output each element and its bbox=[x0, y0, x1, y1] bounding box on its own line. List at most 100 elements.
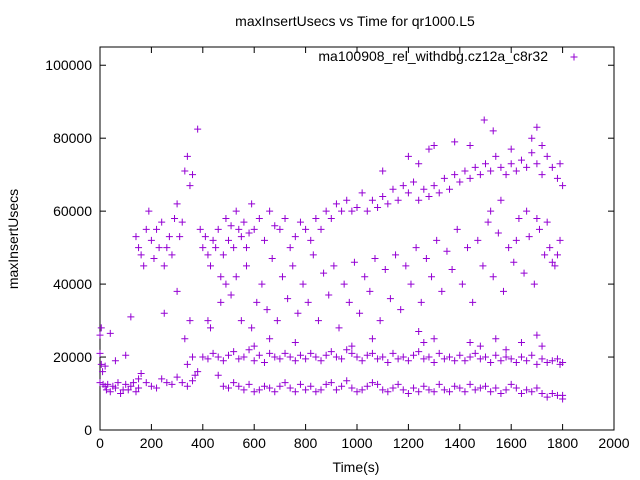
data-point bbox=[186, 317, 194, 325]
data-point bbox=[399, 182, 407, 190]
x-axis-label: Time(s) bbox=[333, 459, 380, 475]
data-point bbox=[140, 262, 148, 270]
data-point bbox=[461, 167, 469, 175]
data-point bbox=[428, 273, 436, 281]
data-point bbox=[183, 382, 191, 390]
data-point bbox=[173, 373, 181, 381]
data-point bbox=[232, 273, 240, 281]
data-point bbox=[410, 351, 418, 359]
data-points bbox=[96, 116, 567, 403]
data-point bbox=[363, 207, 371, 215]
data-point bbox=[389, 349, 397, 357]
data-point bbox=[237, 317, 245, 325]
data-point bbox=[150, 255, 158, 263]
data-point bbox=[353, 388, 361, 396]
data-point bbox=[286, 384, 294, 392]
data-point bbox=[106, 388, 114, 396]
data-point bbox=[538, 355, 546, 363]
data-point bbox=[101, 362, 109, 370]
data-point bbox=[137, 251, 145, 259]
data-point bbox=[248, 324, 256, 332]
data-point bbox=[466, 353, 474, 361]
data-point bbox=[533, 384, 541, 392]
data-point bbox=[296, 218, 304, 226]
data-point bbox=[129, 379, 137, 387]
data-point bbox=[556, 360, 564, 368]
data-point bbox=[332, 353, 340, 361]
data-point bbox=[245, 380, 253, 388]
data-point bbox=[240, 386, 248, 394]
data-point bbox=[551, 262, 559, 270]
data-point bbox=[217, 298, 225, 306]
data-point bbox=[559, 391, 567, 399]
data-point bbox=[358, 189, 366, 197]
data-point bbox=[425, 193, 433, 201]
data-point bbox=[528, 388, 536, 396]
data-point bbox=[546, 244, 554, 252]
data-point bbox=[476, 342, 484, 350]
data-point bbox=[340, 280, 348, 288]
data-point bbox=[528, 149, 536, 157]
data-point bbox=[117, 390, 125, 398]
data-point bbox=[132, 233, 140, 241]
data-point bbox=[153, 384, 161, 392]
data-point bbox=[363, 382, 371, 390]
data-point bbox=[181, 167, 189, 175]
data-point bbox=[230, 348, 238, 356]
data-point bbox=[122, 380, 130, 388]
data-point bbox=[222, 280, 230, 288]
data-point bbox=[348, 342, 356, 350]
data-point bbox=[353, 203, 361, 211]
data-point bbox=[420, 382, 428, 390]
data-point bbox=[556, 236, 564, 244]
data-point bbox=[255, 386, 263, 394]
data-point bbox=[96, 349, 104, 357]
x-tick-label: 1800 bbox=[547, 435, 578, 451]
data-point bbox=[96, 331, 104, 339]
data-point bbox=[415, 160, 423, 168]
data-point bbox=[260, 382, 268, 390]
chart-title: maxInsertUsecs vs Time for qr1000.L5 bbox=[235, 13, 475, 29]
data-point bbox=[484, 218, 492, 226]
data-point bbox=[266, 207, 274, 215]
data-point bbox=[327, 348, 335, 356]
data-point bbox=[302, 225, 310, 233]
data-point bbox=[538, 342, 546, 350]
data-point bbox=[209, 349, 217, 357]
data-point bbox=[317, 225, 325, 233]
data-point bbox=[242, 244, 250, 252]
data-point bbox=[453, 225, 461, 233]
data-point bbox=[155, 244, 163, 252]
data-point bbox=[523, 386, 531, 394]
data-point bbox=[207, 324, 215, 332]
data-point bbox=[183, 360, 191, 368]
data-point bbox=[276, 355, 284, 363]
data-point bbox=[415, 388, 423, 396]
data-point bbox=[533, 360, 541, 368]
data-point bbox=[307, 349, 315, 357]
data-point bbox=[207, 262, 215, 270]
data-point bbox=[374, 203, 382, 211]
data-point bbox=[227, 222, 235, 230]
data-point bbox=[258, 280, 266, 288]
data-point bbox=[312, 353, 320, 361]
data-point bbox=[497, 163, 505, 171]
data-point bbox=[446, 185, 454, 193]
data-point bbox=[512, 236, 520, 244]
data-point bbox=[379, 386, 387, 394]
data-point bbox=[410, 384, 418, 392]
data-point bbox=[343, 196, 351, 204]
data-point bbox=[286, 353, 294, 361]
y-axis-label: maxInsertUsecs bbox=[5, 189, 21, 289]
data-point bbox=[420, 355, 428, 363]
data-point bbox=[430, 182, 438, 190]
x-tick-label: 1600 bbox=[496, 435, 527, 451]
data-point bbox=[425, 353, 433, 361]
data-point bbox=[250, 225, 258, 233]
data-point bbox=[289, 262, 297, 270]
data-point bbox=[348, 207, 356, 215]
data-point bbox=[276, 225, 284, 233]
data-point bbox=[394, 196, 402, 204]
data-point bbox=[240, 353, 248, 361]
